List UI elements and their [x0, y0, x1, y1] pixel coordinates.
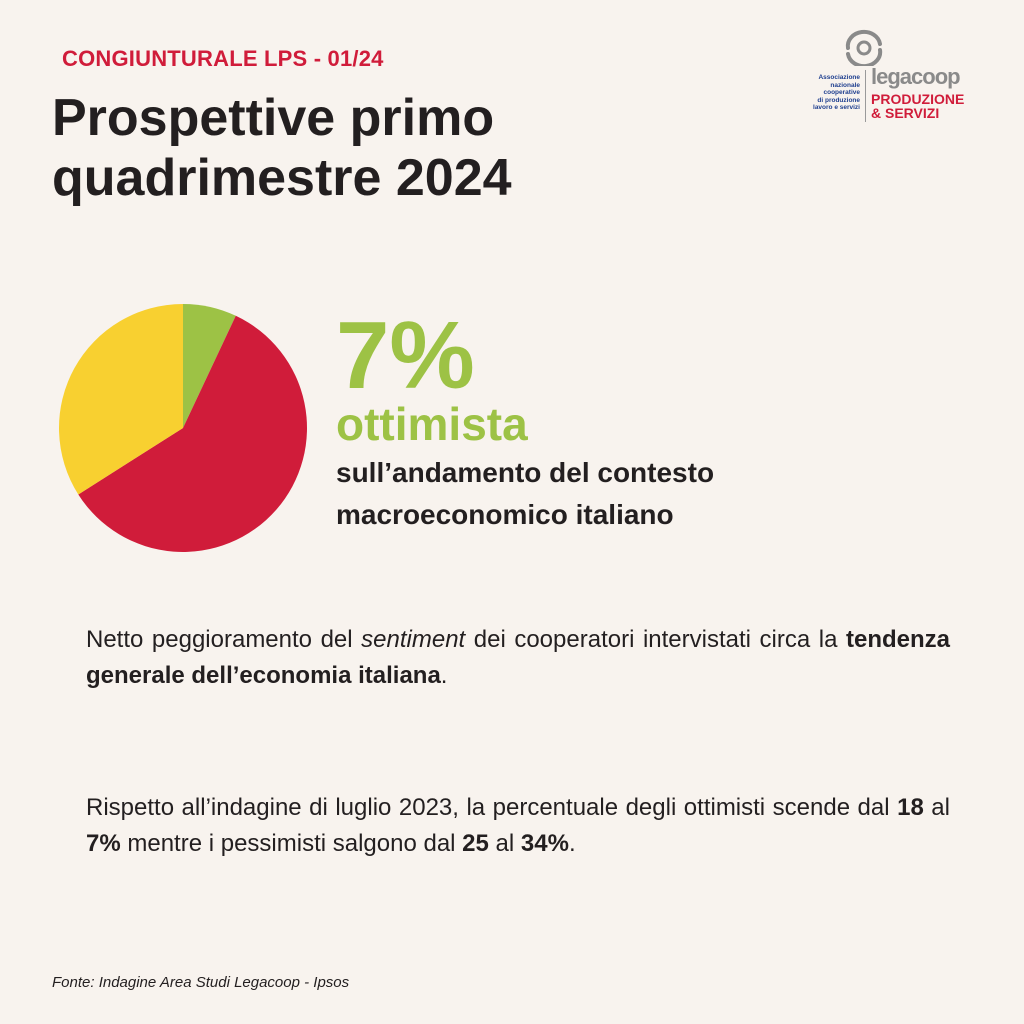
title-line-2: quadrimestre 2024	[52, 149, 512, 207]
logo-name: legacoop	[871, 64, 961, 89]
logo-swirl-icon	[845, 29, 883, 66]
source-note: Fonte: Indagine Area Studi Legacoop - Ip…	[52, 974, 350, 991]
paragraph-1: Netto peggioramento del sentiment dei co…	[86, 626, 950, 689]
pie-slice-0	[183, 304, 236, 428]
logo-divider	[865, 70, 866, 122]
logo-association-text: Associazione nazionale cooperative di pr…	[813, 74, 860, 111]
legacoop-logo: Associazione nazionale cooperative di pr…	[812, 24, 992, 124]
pie-slice-2	[59, 304, 183, 495]
highlight-percent: 7%	[336, 302, 475, 409]
highlight-description: sull’andamento del contesto macroeconomi…	[336, 457, 715, 530]
paragraph-2: Rispetto all’indagine di luglio 2023, la…	[86, 794, 950, 857]
pie-slice-1	[78, 315, 307, 552]
page-title: Prospettive primo quadrimestre 2024	[52, 88, 672, 208]
pie-chart	[59, 304, 307, 552]
kicker-label: CONGIUNTURALE LPS - 01/24	[62, 46, 384, 71]
logo-subtitle: PRODUZIONE & SERVIZI	[871, 91, 965, 121]
title-line-1: Prospettive primo	[52, 89, 495, 147]
highlight-label: ottimista	[336, 398, 528, 450]
